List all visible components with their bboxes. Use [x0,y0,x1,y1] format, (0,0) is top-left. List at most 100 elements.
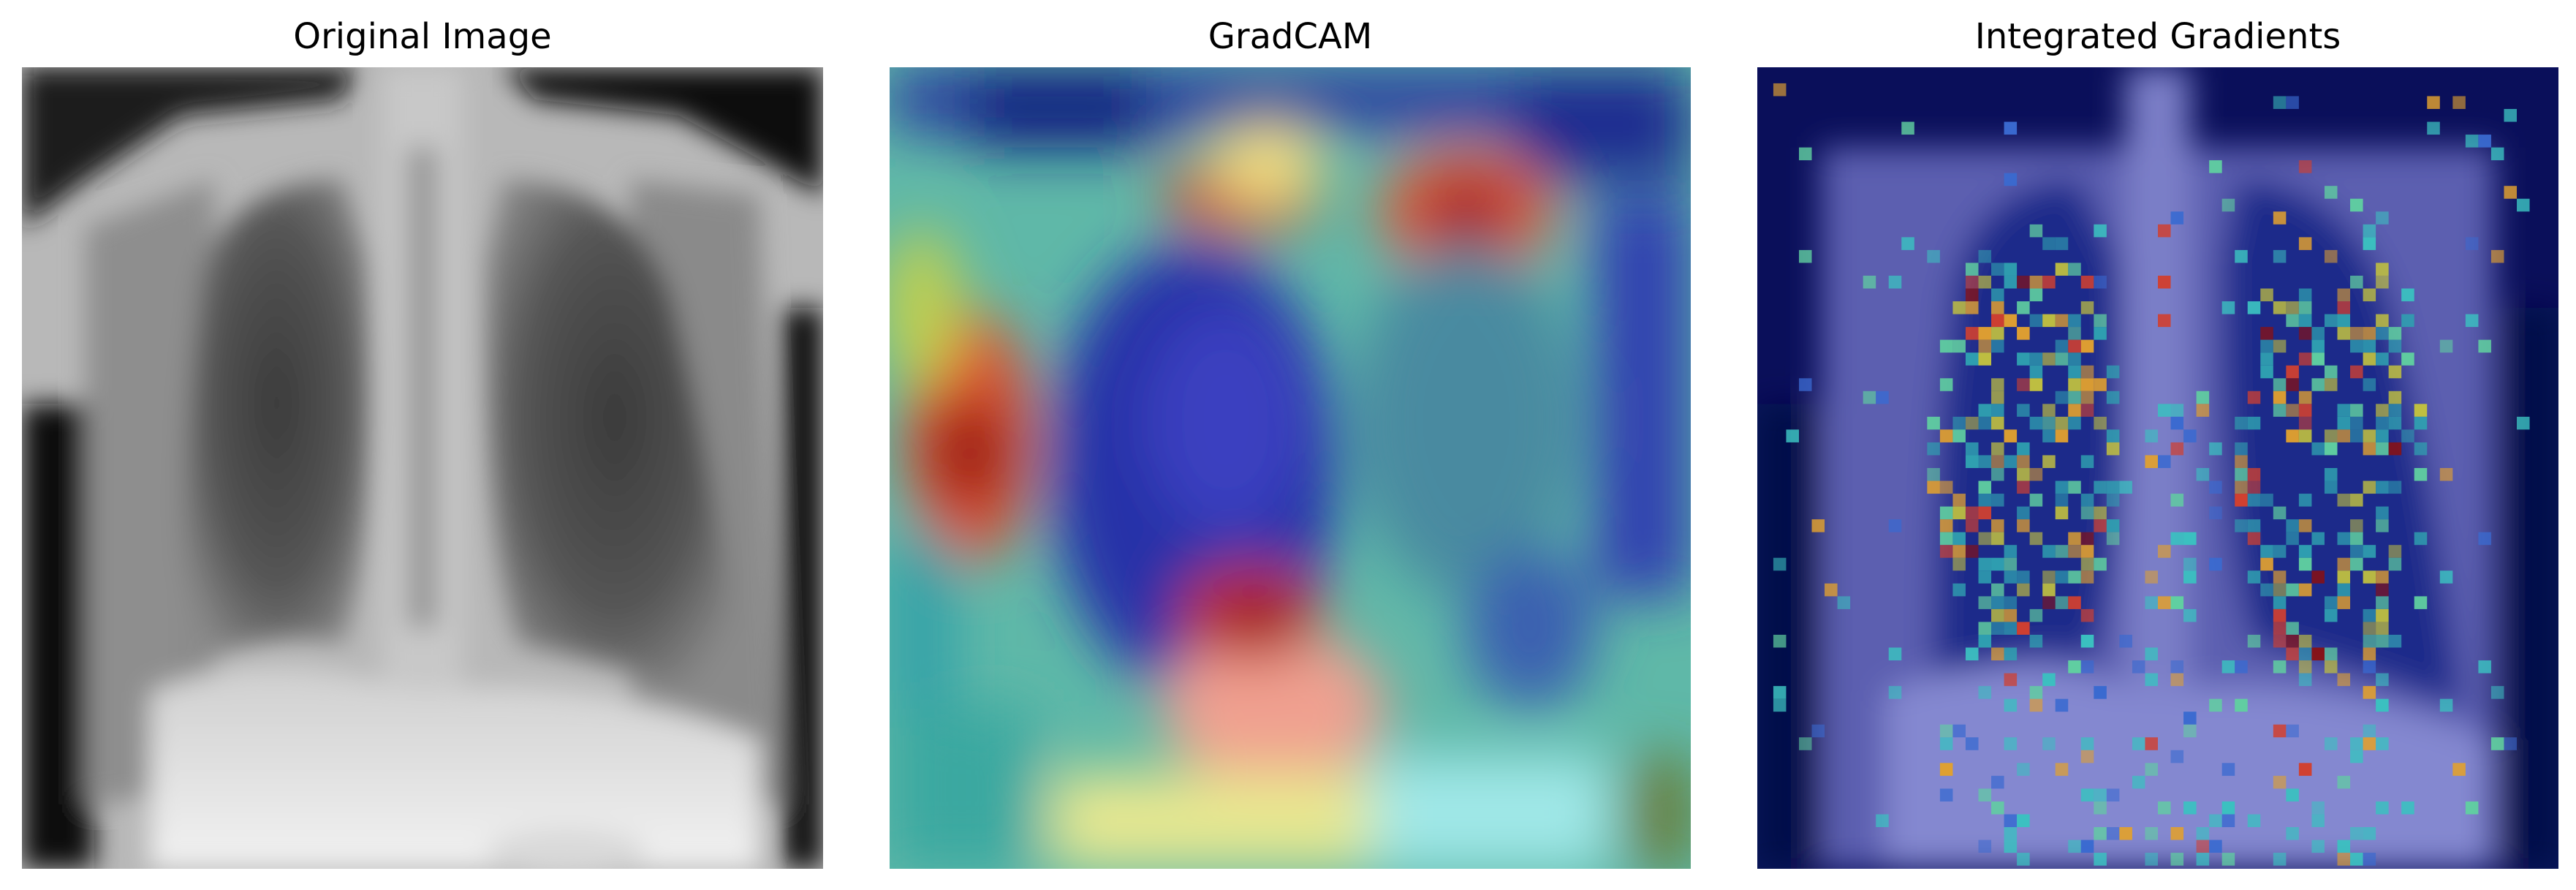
attribution-pixel [2247,634,2261,648]
attribution-pixel [2004,608,2018,622]
attribution-pixel [2286,96,2299,109]
attribution-pixel [2106,494,2120,507]
attribution-pixel [2376,622,2389,635]
attribution-pixel [2145,763,2158,776]
attribution-pixel [2196,853,2210,866]
attribution-pixel [2376,698,2389,712]
attribution-pixel [2298,327,2312,340]
attribution-pixel [2260,583,2273,597]
attribution-pixel [1965,275,1979,289]
attribution-pixel [2350,532,2363,546]
attribution-pixel [2080,570,2094,584]
attribution-pixel [2286,788,2299,802]
attribution-pixel [2068,378,2081,391]
attribution-pixel [2055,416,2069,430]
attribution-pixel [1888,275,1902,289]
attribution-pixel [2388,327,2402,340]
attribution-pixel [2004,263,2018,276]
attribution-pixel [1927,480,1940,494]
attribution-pixel [2490,737,2504,750]
attribution-pixel [2273,378,2287,391]
attribution-pixel [1773,686,1787,699]
attribution-pixel [2260,365,2273,379]
attribution-pixel [2132,737,2145,750]
attribution-pixel [1876,814,1889,828]
attribution-pixel [2029,608,2043,622]
attribution-pixel [2465,237,2479,250]
attribution-pixel [2068,391,2081,404]
attribution-pixel [2273,391,2287,404]
attribution-pixel [2080,506,2094,520]
attribution-pixel [1939,339,1953,353]
attribution-pixel [2350,827,2363,840]
attribution-pixel [2414,416,2428,430]
attribution-pixel [2388,404,2402,417]
attribution-pixel [2376,673,2389,687]
attribution-pixel [1773,634,1787,648]
attribution-pixel [2439,570,2453,584]
attribution-pixel [2029,288,2043,302]
attribution-pixel [2055,698,2069,712]
attribution-pixel [2170,211,2184,225]
attribution-pixel [2311,327,2325,340]
attribution-pixel [2196,468,2210,481]
attribution-pixel [2286,365,2299,379]
attribution-pixel [1991,468,2004,481]
attribution-pixel [2042,352,2056,366]
attribution-pixel [2363,339,2376,353]
attribution-pixel [2324,429,2338,442]
attribution-pixel [2017,301,2030,314]
attribution-pixel [2363,378,2376,391]
attribution-pixel [2439,468,2453,481]
attribution-pixel [2337,314,2351,328]
attribution-pixel [2376,275,2389,289]
attribution-pixel [2017,327,2030,340]
attribution-pixel [2004,275,2018,289]
attribution-pixel [2414,468,2428,481]
attribution-pixel [2080,545,2094,558]
attribution-pixel [2068,404,2081,417]
attribution-pixel [2042,570,2056,584]
attribution-pixel [1978,788,1992,802]
attribution-pixel [2068,314,2081,328]
attribution-pixel [2363,853,2376,866]
attribution-pixel [2080,608,2094,622]
attribution-pixel [2273,339,2287,353]
attribution-pixel [2042,596,2056,609]
attribution-pixel [2286,583,2299,597]
attribution-pixel [2337,404,2351,417]
attribution-pixel [1991,532,2004,546]
attribution-pixel [2055,506,2069,520]
attribution-pixel [2337,840,2351,853]
attribution-pixel [2158,596,2171,609]
attribution-pixel [1991,622,2004,635]
attribution-pixel [1798,147,1812,161]
attribution-pixel [2145,455,2158,468]
attribution-pixel [2401,429,2414,442]
attribution-pixel [1991,557,2004,571]
attribution-pixel [1965,737,1979,750]
attribution-pixel [2337,673,2351,687]
attribution-pixel [2273,404,2287,417]
attribution-pixel [1991,608,2004,622]
attribution-pixel [2363,608,2376,622]
attribution-pixel [2004,827,2018,840]
attribution-pixel [2004,814,2018,828]
attribution-pixel [2080,840,2094,853]
attribution-pixel [2017,506,2030,520]
attribution-pixel [1939,378,1953,391]
attribution-pixel [2298,519,2312,532]
attribution-pixel [2363,327,2376,340]
attribution-pixel [2042,275,2056,289]
attribution-pixel [2080,634,2094,648]
attribution-pixel [2504,186,2518,199]
attribution-pixel [2209,480,2222,494]
attribution-pixel [2376,519,2389,532]
attribution-pixel [2145,827,2158,840]
attribution-pixel [2363,737,2376,750]
attribution-pixel [2260,339,2273,353]
attribution-pixel [1876,391,1889,404]
attribution-pixel [2042,455,2056,468]
attribution-pixel [2324,468,2338,481]
attribution-pixel [2080,339,2094,353]
